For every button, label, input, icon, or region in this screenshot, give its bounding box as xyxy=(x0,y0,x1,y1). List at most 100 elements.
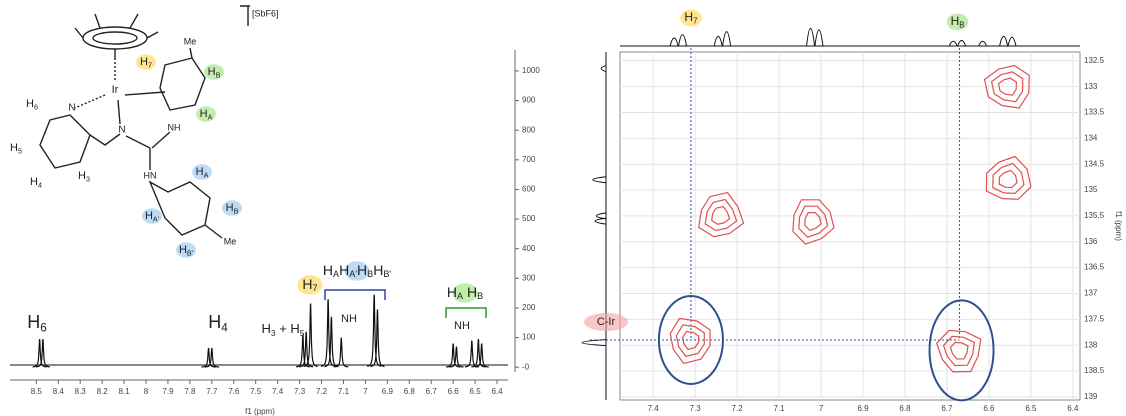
structure-label-part: H xyxy=(78,170,86,182)
peak-label-part: H xyxy=(373,262,383,278)
highlight-ring xyxy=(928,299,995,402)
peak-label-highlight xyxy=(297,275,323,295)
y-tick-label: 139 xyxy=(1084,392,1098,401)
structure-label-part: H xyxy=(226,202,234,214)
atom-label: Me xyxy=(224,236,237,246)
peak-label-part: H xyxy=(357,262,367,278)
y-tick-label: 133 xyxy=(1084,82,1098,91)
projection-peak xyxy=(957,39,967,47)
x-tick-label: 8.1 xyxy=(119,387,131,396)
axis-label-part: B xyxy=(959,21,964,30)
peak xyxy=(471,339,486,368)
structure-label-part: H xyxy=(30,176,38,188)
structure-label-part: 5 xyxy=(18,147,22,155)
structure-label-highlight xyxy=(142,208,162,224)
x-tick-label: 6.5 xyxy=(470,387,482,396)
structure-label-part: 7 xyxy=(148,61,152,69)
structure-label-highlight xyxy=(196,106,216,122)
x-tick-label: 6.5 xyxy=(1025,404,1037,413)
structure-label-part: H xyxy=(140,56,148,68)
x-tick-label: 7.4 xyxy=(272,387,284,396)
peak xyxy=(204,347,219,368)
x-tick-label: 8.3 xyxy=(75,387,87,396)
x-tick-label: 8 xyxy=(144,387,149,396)
x-tick-label: 6.8 xyxy=(404,387,416,396)
x-tick-label: 8.5 xyxy=(31,387,43,396)
atom-label: HN xyxy=(144,170,157,180)
counterion: [SbF6] xyxy=(252,8,279,18)
contour xyxy=(804,212,822,231)
peak xyxy=(446,343,461,368)
axis-label-part: H xyxy=(951,14,960,28)
y-tick-label: 900 xyxy=(522,96,536,105)
peak-label-part: A xyxy=(333,270,340,280)
structure-label-part: H xyxy=(179,244,187,256)
peak xyxy=(201,347,216,368)
structure-label-highlight xyxy=(222,200,242,216)
peak-label-part: 3 xyxy=(271,328,276,338)
structure-label-part: H xyxy=(208,66,216,78)
x-tick-label: 6.7 xyxy=(426,387,438,396)
x-tick-label: 7.2 xyxy=(732,404,744,413)
structure-label-part: A xyxy=(208,113,213,121)
contour xyxy=(682,330,700,351)
peak-label-part: + H xyxy=(276,321,300,336)
contour xyxy=(669,317,711,365)
projection-peak xyxy=(978,40,988,47)
peak xyxy=(370,309,385,368)
peak-label: H4 xyxy=(208,312,228,335)
x-tick-label: 7.2 xyxy=(316,387,328,396)
y-tick-label: 100 xyxy=(522,333,536,342)
x-tick-label: 6.4 xyxy=(491,387,503,396)
contour xyxy=(942,335,976,367)
peak xyxy=(334,337,349,368)
peak-label-part: H xyxy=(447,284,457,300)
structure-label: HA' xyxy=(145,210,159,223)
projection-peak xyxy=(806,27,816,47)
x-tick-label: 7.4 xyxy=(648,404,660,413)
contour xyxy=(997,77,1018,96)
structure-label-part: B xyxy=(234,207,239,215)
x-tick-label: 6.4 xyxy=(1067,404,1079,413)
contour xyxy=(998,169,1018,189)
y-axis-label: f1 (ppm) xyxy=(1114,211,1123,241)
y-tick-label: 800 xyxy=(522,125,536,134)
structure-label-part: A' xyxy=(153,215,159,223)
structure-label: H3 xyxy=(78,170,90,183)
peak-label-part: H xyxy=(261,321,270,336)
peak xyxy=(295,334,310,368)
peak-label-part: B xyxy=(477,292,483,302)
x-tick-label: 8.2 xyxy=(97,387,109,396)
y-tick-label: 136.5 xyxy=(1084,263,1105,272)
structure-label-part: 4 xyxy=(38,181,42,189)
peak-label: HA HB xyxy=(447,284,483,302)
structure-label: HB xyxy=(226,202,239,215)
y-tick-label: 138.5 xyxy=(1084,366,1105,375)
x-tick-label: 6.8 xyxy=(899,404,911,413)
atom-label: N xyxy=(118,125,125,136)
peak-label-part: A' xyxy=(349,270,357,280)
axis-label-highlight xyxy=(680,9,702,27)
y-tick-label: 700 xyxy=(522,155,536,164)
x-tick-label: 6.6 xyxy=(983,404,995,413)
structure-label: HB xyxy=(208,66,221,79)
y-tick-label: 200 xyxy=(522,303,536,312)
peak-label: H3 + H5 xyxy=(261,321,304,338)
projection-peak xyxy=(678,34,688,47)
peak xyxy=(299,331,314,368)
structure-label-part: 3 xyxy=(86,175,90,183)
x-tick-label: 7 xyxy=(819,404,824,413)
peak xyxy=(35,339,50,368)
peak-label-part: 4 xyxy=(221,321,228,334)
peak-label-part: 7 xyxy=(313,284,318,294)
structure-label-part: B' xyxy=(187,249,193,257)
brace xyxy=(324,289,386,300)
x-tick-label: 7.7 xyxy=(206,387,218,396)
structure-label-part: 6 xyxy=(34,103,38,111)
projection-peak xyxy=(713,35,723,47)
peak-label-part: B xyxy=(367,270,373,280)
axis-label: H7 xyxy=(684,10,697,25)
x-axis-label: f1 (ppm) xyxy=(245,407,275,416)
axis-label-highlight xyxy=(946,13,969,31)
